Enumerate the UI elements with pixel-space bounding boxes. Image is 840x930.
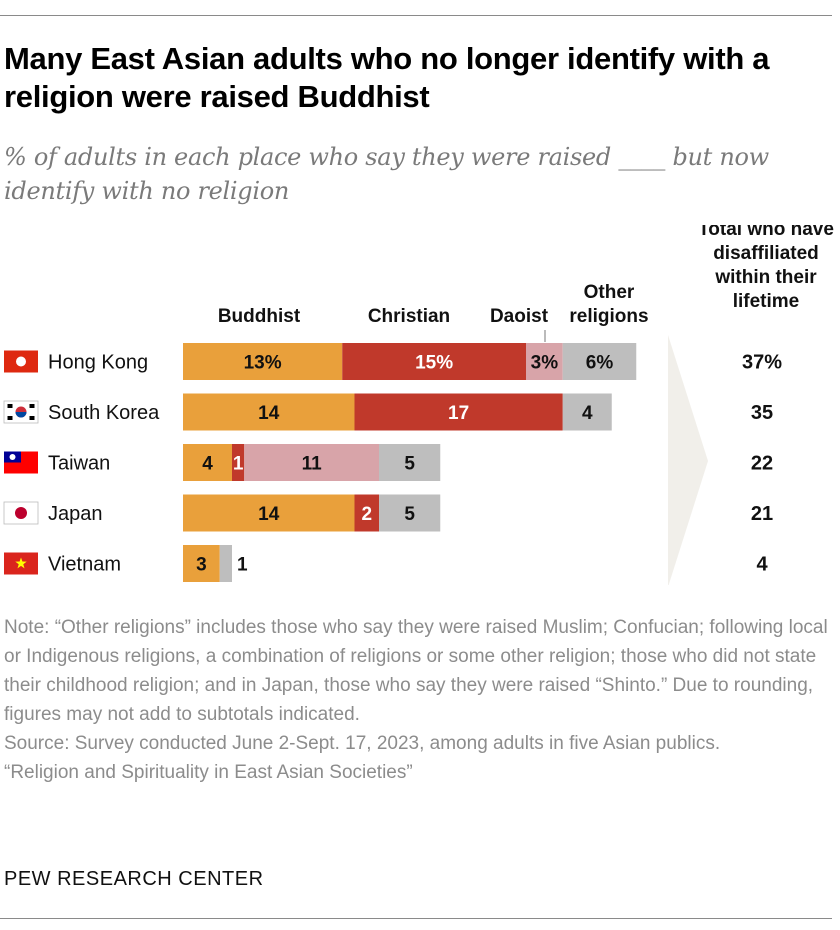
bar-buddhist: [183, 545, 220, 582]
svg-text:Christian: Christian: [368, 306, 450, 327]
data-label: 1: [237, 555, 248, 576]
source-text: Source: Survey conducted June 2-Sept. 17…: [4, 733, 721, 754]
legend-christian: Christian: [368, 306, 450, 327]
data-label: 14: [258, 403, 280, 424]
bar-other-religions: [562, 393, 612, 431]
bottom-rule: [0, 918, 832, 919]
data-label: 5: [404, 454, 415, 475]
bar-christian: [232, 444, 245, 481]
bar-other-religions: [379, 444, 441, 481]
flag-japan-icon: [3, 501, 39, 525]
organization-logo: PEW RESEARCH CENTER: [4, 868, 264, 890]
data-label: 4: [202, 454, 213, 475]
bar-christian: [354, 494, 379, 532]
data-label: 2: [361, 504, 372, 525]
legend-other-religions: Other religions: [569, 282, 648, 327]
data-label: 6%: [586, 353, 614, 374]
flag-south-korea-icon: [3, 400, 39, 424]
category-label: South Korea: [48, 402, 160, 424]
total-value: 21: [751, 503, 773, 525]
total-value: 37%: [742, 352, 782, 374]
stacked-bar-chart: Buddhist Christian Daoist Other religions Ho…: [3, 225, 834, 585]
total-value: 4: [756, 554, 768, 576]
bar-other-religions: [562, 343, 637, 380]
bar-buddhist: [183, 494, 355, 532]
bar-buddhist: [183, 343, 343, 380]
svg-text:religions: religions: [569, 306, 648, 327]
data-label: 11: [302, 454, 323, 475]
data-label: 5: [404, 504, 415, 525]
category-label: Vietnam: [48, 554, 121, 576]
total-value: 35: [751, 402, 773, 424]
top-rule: [0, 15, 832, 16]
data-label: 13%: [244, 353, 282, 374]
svg-text:lifetime: lifetime: [733, 291, 800, 312]
bar-other-religions: [379, 494, 441, 532]
legend-daoist: Daoist: [490, 306, 549, 342]
bar-christian: [342, 343, 526, 380]
svg-text:disaffiliated: disaffiliated: [713, 243, 819, 264]
svg-text:Other: Other: [584, 282, 635, 303]
data-label: 1: [233, 454, 244, 475]
svg-text:Buddhist: Buddhist: [218, 306, 301, 327]
category-label: Hong Kong: [48, 352, 148, 374]
data-label: 3%: [531, 353, 559, 374]
bar-christian: [354, 393, 563, 431]
svg-text:Daoist: Daoist: [490, 306, 549, 327]
chart-title: Many East Asian adults who no longer ide…: [4, 41, 770, 114]
category-label: Japan: [48, 503, 103, 525]
data-label: 4: [582, 403, 593, 424]
chart-subtitle: % of adults in each place who say they w…: [4, 143, 769, 205]
data-label: 15%: [415, 353, 453, 374]
total-value: 22: [751, 453, 773, 475]
totals-arrow-shape: [668, 335, 708, 585]
flag-vietnam-icon: [4, 552, 38, 575]
data-label: 3: [196, 555, 207, 576]
data-label: 14: [258, 504, 280, 525]
bar-other-religions: [219, 545, 232, 582]
totals-header: Total who have disaffiliated within their l…: [698, 225, 834, 312]
flag-hong-kong-icon: [4, 350, 38, 373]
note-text: Note: “Other religions” includes those w…: [4, 617, 828, 725]
svg-text:within their: within their: [714, 267, 817, 288]
bar-daoist: [526, 343, 563, 380]
category-label: Taiwan: [48, 453, 110, 475]
data-label: 17: [448, 403, 469, 424]
report-title: “Religion and Spirituality in East Asian…: [4, 762, 413, 783]
footnote: Note: “Other religions” includes those w…: [4, 613, 829, 787]
svg-text:Total who have: Total who have: [698, 225, 834, 240]
legend-buddhist: Buddhist: [218, 306, 301, 327]
bar-buddhist: [183, 393, 355, 431]
bar-buddhist: [183, 444, 232, 481]
flag-taiwan-icon: [4, 451, 38, 474]
bar-daoist: [244, 444, 379, 481]
